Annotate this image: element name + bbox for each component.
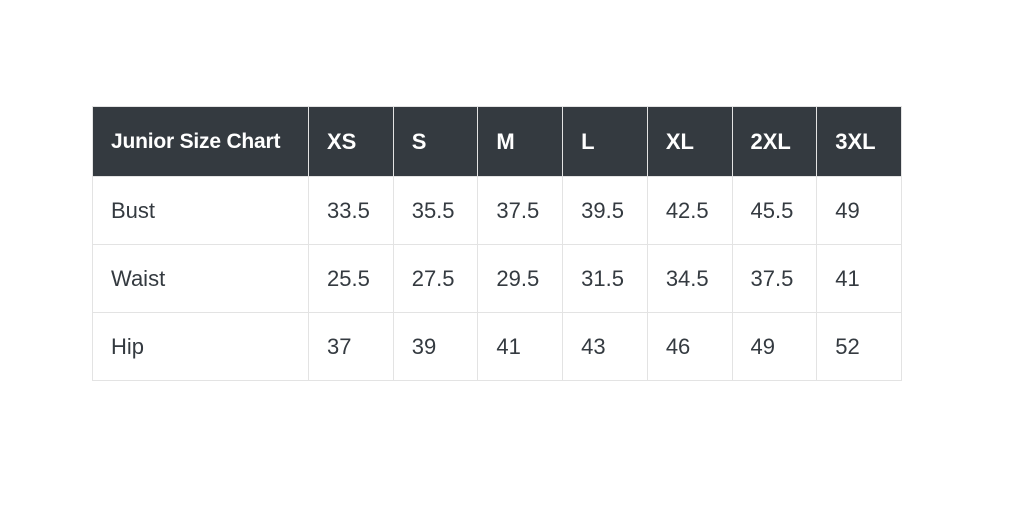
row-label: Waist bbox=[92, 244, 309, 313]
size-value-cell: 27.5 bbox=[392, 244, 479, 313]
size-value-cell: 45.5 bbox=[731, 176, 818, 245]
size-value-cell: 37 bbox=[308, 312, 394, 381]
size-value-cell: 43 bbox=[562, 312, 648, 381]
size-value-cell: 33.5 bbox=[308, 176, 394, 245]
header-cell-xl: XL bbox=[646, 106, 733, 177]
table-header-row: Junior Size Chart XS S M L XL 2XL 3XL bbox=[92, 106, 902, 177]
size-chart-table: Junior Size Chart XS S M L XL 2XL 3XL Bu… bbox=[92, 106, 902, 381]
size-value-cell: 37.5 bbox=[477, 176, 564, 245]
size-value-cell: 37.5 bbox=[731, 244, 818, 313]
table-row-bust: Bust 33.5 35.5 37.5 39.5 42.5 45.5 49 bbox=[92, 176, 902, 245]
size-value-cell: 39.5 bbox=[562, 176, 648, 245]
header-cell-xs: XS bbox=[308, 106, 394, 177]
table-title-cell: Junior Size Chart bbox=[92, 106, 309, 177]
size-value-cell: 46 bbox=[646, 312, 733, 381]
size-value-cell: 41 bbox=[816, 244, 902, 313]
size-value-cell: 49 bbox=[816, 176, 902, 245]
table-header: Junior Size Chart XS S M L XL 2XL 3XL bbox=[92, 106, 902, 177]
table-body: Bust 33.5 35.5 37.5 39.5 42.5 45.5 49 Wa… bbox=[92, 176, 902, 381]
size-value-cell: 31.5 bbox=[562, 244, 648, 313]
size-value-cell: 49 bbox=[731, 312, 818, 381]
size-value-cell: 42.5 bbox=[646, 176, 733, 245]
header-cell-3xl: 3XL bbox=[816, 106, 902, 177]
size-value-cell: 52 bbox=[816, 312, 902, 381]
row-label: Bust bbox=[92, 176, 309, 245]
header-cell-l: L bbox=[562, 106, 648, 177]
size-value-cell: 39 bbox=[392, 312, 479, 381]
size-value-cell: 29.5 bbox=[477, 244, 564, 313]
size-value-cell: 25.5 bbox=[308, 244, 394, 313]
table-row-hip: Hip 37 39 41 43 46 49 52 bbox=[92, 312, 902, 381]
table-row-waist: Waist 25.5 27.5 29.5 31.5 34.5 37.5 41 bbox=[92, 244, 902, 313]
size-value-cell: 41 bbox=[477, 312, 564, 381]
row-label: Hip bbox=[92, 312, 309, 381]
header-cell-s: S bbox=[392, 106, 479, 177]
header-cell-2xl: 2XL bbox=[731, 106, 818, 177]
header-cell-m: M bbox=[477, 106, 564, 177]
size-value-cell: 34.5 bbox=[646, 244, 733, 313]
size-value-cell: 35.5 bbox=[392, 176, 479, 245]
